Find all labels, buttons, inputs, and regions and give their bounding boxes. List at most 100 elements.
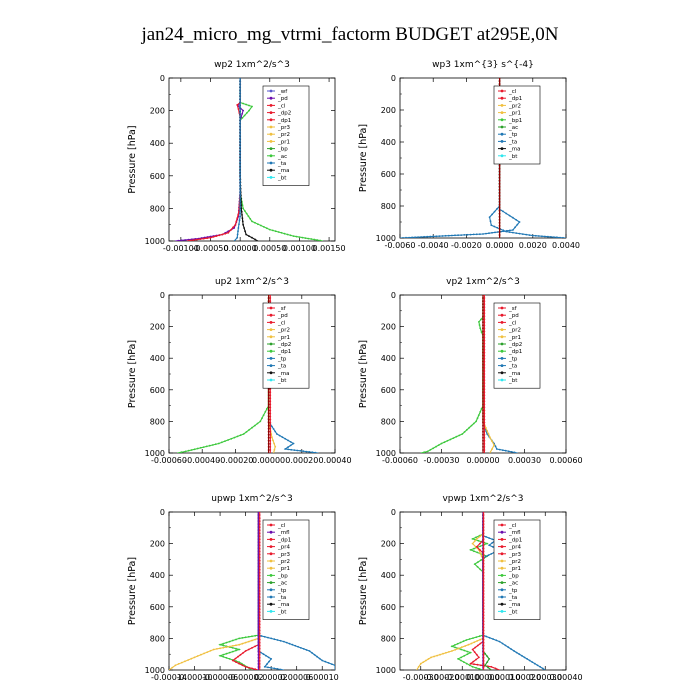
series-marker [272,428,275,430]
series-marker [473,663,475,666]
series-marker [269,436,272,439]
x-tick-label: 0.00010 [487,673,520,682]
series-marker [225,652,228,655]
series-marker [239,110,242,112]
series-marker [498,234,501,236]
legend-entry: _cl [508,320,517,326]
series-marker [454,648,457,651]
series-marker [482,632,485,635]
series-marker [482,433,484,436]
series-marker [258,656,261,659]
series-marker [239,215,242,218]
series-marker [498,228,501,230]
legend-entry: _dp1 [508,537,522,543]
series-marker [438,235,441,238]
series-marker [483,295,486,296]
series-marker [257,605,260,608]
series-marker [243,227,246,229]
series-marker [269,449,272,451]
series-marker [267,403,270,406]
series-marker [258,596,261,598]
series-marker [502,229,505,232]
series-marker [439,653,441,656]
series-marker [482,587,485,589]
series-marker [241,217,244,220]
series-marker [184,660,186,663]
series-marker [471,665,474,668]
series-marker [257,590,260,592]
series-marker [258,562,261,565]
series-marker [451,650,453,652]
series-marker [483,382,486,384]
panel-title: up2 1xm^2/s^3 [215,277,289,287]
x-tick-label: 0.00050 [253,244,286,253]
series-marker [483,394,486,397]
series-marker [482,348,484,351]
legend-entry: _pd [508,313,519,319]
series-marker [253,424,256,427]
series-marker [242,109,245,112]
series-marker [258,638,261,641]
series-marker [556,236,558,238]
series-marker [267,430,270,433]
series-marker [234,223,237,226]
series-marker [485,232,487,235]
series-marker [479,535,481,538]
y-tick-label: 600 [381,603,396,612]
series-marker [492,638,494,640]
series-marker [279,668,282,670]
series-marker [482,412,484,415]
legend-marker [269,176,273,179]
x-tick-label: -0.00020 [217,456,253,465]
legend-entry: _bp [277,147,288,153]
x-tick-label: 0.00150 [313,244,346,253]
legend-marker [500,306,504,310]
legend-entry: _pr2 [508,103,521,109]
series-marker [257,620,260,623]
legend-entry: _dp1 [277,537,291,543]
series-marker [236,236,239,239]
series-marker [274,445,277,448]
series-marker [477,539,480,542]
y-tick-label: 800 [381,634,396,643]
panels: wp2 1xm^2/s^3 Pressure [hPa] 0 200 400 600 800… [127,60,583,682]
series-marker [479,327,482,330]
series-marker [269,421,272,424]
series-marker [258,653,261,656]
series-marker [222,655,225,658]
series-marker [460,659,462,662]
series-marker [288,642,291,645]
legend-entry: _pr4 [277,545,291,551]
series-marker [460,646,463,649]
series-marker [508,214,511,217]
legend-marker [269,581,273,584]
series-marker [265,654,267,657]
series-marker [269,439,272,442]
legend-marker [269,378,273,382]
legend: _cl_dp1_pr2 _pr1_bp1_ac_tp_ta _ma_bt [493,85,541,165]
series-marker [258,520,261,522]
series-marker [490,224,493,227]
series-marker [257,641,260,644]
series-marker [199,238,202,241]
legend-entry: _bt [277,378,287,384]
series-marker [482,333,484,336]
series-marker [427,658,430,660]
series-marker [269,409,272,412]
series-marker [203,652,206,655]
series-marker [432,235,435,238]
legend-entry: _pr3 [508,552,522,558]
y-tick-label: 0 [391,508,396,517]
x-tick-label: -0.00002 [228,673,264,682]
series-marker [483,400,486,403]
series-marker [512,229,514,231]
legend-marker [269,140,273,143]
series-marker [257,587,260,589]
legend-marker [269,371,273,375]
series-marker [477,414,480,416]
series-marker [498,164,501,167]
series-marker [433,655,435,658]
series-marker [239,83,242,85]
series-marker [478,324,481,326]
series-marker [452,437,455,439]
